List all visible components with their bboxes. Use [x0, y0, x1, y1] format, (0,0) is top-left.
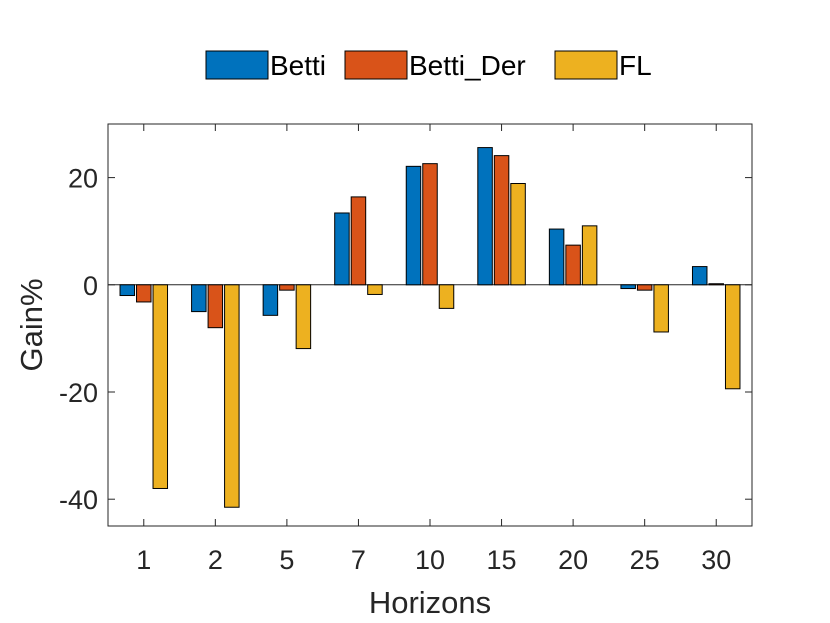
bar-fl-5: [295, 284, 312, 350]
legend-label-betti: Betti: [270, 50, 326, 81]
x-tick-label: 7: [351, 545, 366, 575]
y-tick-label: 20: [68, 164, 98, 194]
bars-group: [119, 147, 741, 508]
y-tick-label: -20: [59, 378, 98, 408]
bar-betti-2: [191, 284, 207, 313]
bar-betti-der-2: [207, 284, 224, 329]
bar-betti-der-30: [708, 283, 724, 286]
x-tick-label: 20: [558, 545, 588, 575]
y-tick-label: 0: [83, 271, 98, 301]
x-tick-label: 1: [136, 545, 151, 575]
bar-fl-20: [581, 225, 598, 286]
bar-betti-20: [548, 228, 565, 286]
x-tick-label: 15: [487, 545, 517, 575]
legend-swatch-fl: [554, 50, 618, 80]
x-axis-label: Horizons: [369, 585, 491, 620]
bar-betti-der-1: [136, 284, 152, 303]
bar-fl-15: [510, 183, 526, 286]
bar-betti-der-15: [493, 155, 510, 286]
bar-betti-der-7: [350, 196, 367, 286]
bar-betti-15: [477, 147, 493, 286]
bar-fl-1: [152, 284, 169, 489]
bar-betti-der-25: [636, 284, 653, 291]
y-tick-label: -40: [59, 485, 98, 515]
legend-swatch-betti-der: [344, 50, 408, 80]
bar-fl-30: [724, 284, 741, 390]
bar-betti-5: [262, 284, 279, 316]
bar-betti-7: [334, 212, 350, 286]
x-tick-label: 25: [630, 545, 660, 575]
bar-betti-25: [620, 284, 636, 290]
x-tick-label: 30: [701, 545, 731, 575]
bar-fl-25: [653, 284, 669, 333]
legend-label-fl: FL: [619, 50, 652, 81]
y-axis-label: Gain%: [14, 278, 49, 371]
x-tick-label: 5: [279, 545, 294, 575]
bar-betti-der-5: [279, 284, 295, 291]
bar-betti-1: [119, 284, 136, 297]
bar-fl-10: [438, 284, 455, 309]
bar-fl-7: [367, 284, 383, 295]
bar-betti-der-10: [422, 163, 438, 286]
legend-label-betti-der: Betti_Der: [409, 50, 526, 81]
bar-fl-2: [224, 284, 240, 508]
x-tick-label: 2: [208, 545, 223, 575]
x-tick-label: 10: [415, 545, 445, 575]
bar-betti-der-20: [565, 244, 581, 286]
bar-betti-30: [691, 266, 708, 286]
legend-swatch-betti: [205, 50, 269, 80]
legend: Betti Betti_Der FL: [205, 50, 652, 81]
bar-betti-10: [405, 165, 422, 286]
